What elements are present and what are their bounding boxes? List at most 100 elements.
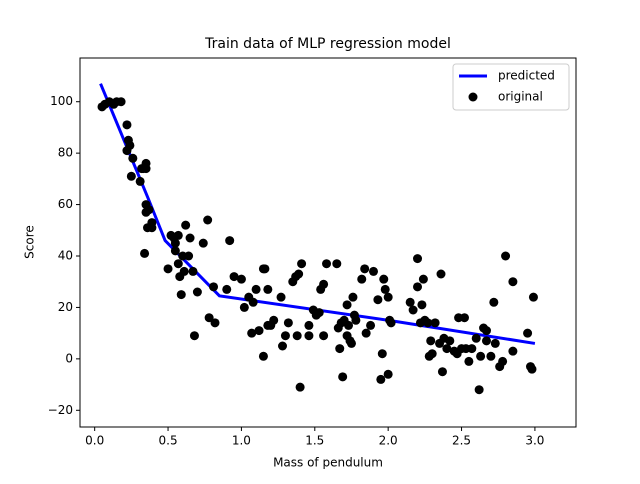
point	[170, 238, 180, 248]
point	[360, 264, 370, 274]
point	[140, 248, 150, 258]
y-tick-label: 0	[65, 351, 73, 365]
point	[342, 300, 352, 310]
point	[292, 331, 302, 341]
point	[141, 207, 151, 217]
point	[135, 176, 145, 186]
point	[423, 318, 433, 328]
point	[405, 297, 415, 307]
point	[254, 326, 264, 336]
point	[383, 369, 393, 379]
point	[418, 274, 428, 284]
y-tick-label: 20	[58, 300, 73, 314]
point	[126, 171, 136, 181]
point	[417, 300, 427, 310]
chart-title: Train data of MLP regression model	[204, 36, 451, 52]
point	[170, 246, 180, 256]
point	[332, 259, 342, 269]
point	[222, 284, 232, 294]
point	[379, 274, 389, 284]
x-tick-label: 3.0	[525, 434, 544, 448]
point	[278, 341, 288, 351]
point	[258, 351, 268, 361]
point	[116, 97, 126, 107]
point	[348, 292, 358, 302]
point	[351, 315, 361, 325]
point	[192, 287, 202, 297]
point	[413, 282, 423, 292]
point	[276, 292, 286, 302]
legend-label: original	[498, 90, 543, 104]
point	[122, 146, 132, 156]
point	[361, 328, 371, 338]
point	[467, 344, 477, 354]
y-tick-label: −20	[48, 403, 73, 417]
point	[322, 259, 332, 269]
point	[203, 215, 213, 225]
point	[251, 284, 261, 294]
point	[260, 264, 270, 274]
point	[523, 328, 533, 338]
point	[189, 331, 199, 341]
legend-label: predicted	[498, 69, 555, 83]
point	[436, 269, 446, 279]
x-tick-label: 0.5	[159, 434, 178, 448]
y-axis-label: Score	[23, 225, 37, 259]
point	[498, 356, 508, 366]
point	[346, 338, 356, 348]
plot-frame	[79, 57, 577, 428]
point	[445, 336, 455, 346]
point	[147, 223, 157, 233]
point	[179, 266, 189, 276]
point	[210, 318, 220, 328]
point	[280, 331, 290, 341]
point	[383, 292, 393, 302]
point	[263, 284, 273, 294]
y-tick-label: 40	[58, 249, 73, 263]
point	[294, 269, 304, 279]
point	[297, 259, 307, 269]
point	[459, 313, 469, 323]
point	[176, 290, 186, 300]
point	[368, 266, 378, 276]
point	[204, 313, 214, 323]
point	[528, 292, 538, 302]
point	[304, 320, 314, 330]
point	[236, 274, 246, 284]
point	[188, 266, 198, 276]
point	[481, 326, 491, 336]
point	[184, 251, 194, 261]
point	[173, 259, 183, 269]
point	[319, 279, 329, 289]
point	[437, 367, 447, 377]
x-tick-label: 1.0	[232, 434, 251, 448]
y-tick-label: 100	[50, 94, 73, 108]
point	[508, 346, 518, 356]
point	[386, 318, 396, 328]
x-tick-label: 2.0	[379, 434, 398, 448]
point	[229, 272, 239, 282]
point	[508, 277, 518, 287]
point	[357, 274, 367, 284]
point	[338, 372, 348, 382]
point	[248, 297, 258, 307]
point	[413, 254, 423, 264]
point	[122, 120, 132, 130]
point	[314, 308, 324, 318]
point	[266, 320, 276, 330]
point	[380, 284, 390, 294]
point	[489, 297, 499, 307]
point	[442, 344, 452, 354]
point	[319, 331, 329, 341]
x-tick-label: 1.5	[305, 434, 324, 448]
point	[430, 318, 440, 328]
point	[163, 264, 173, 274]
point	[173, 230, 183, 240]
y-tick-label: 80	[58, 146, 73, 160]
point	[486, 351, 496, 361]
point	[141, 164, 151, 174]
point	[344, 320, 354, 330]
point	[247, 328, 257, 338]
point	[426, 336, 436, 346]
point	[427, 349, 437, 359]
